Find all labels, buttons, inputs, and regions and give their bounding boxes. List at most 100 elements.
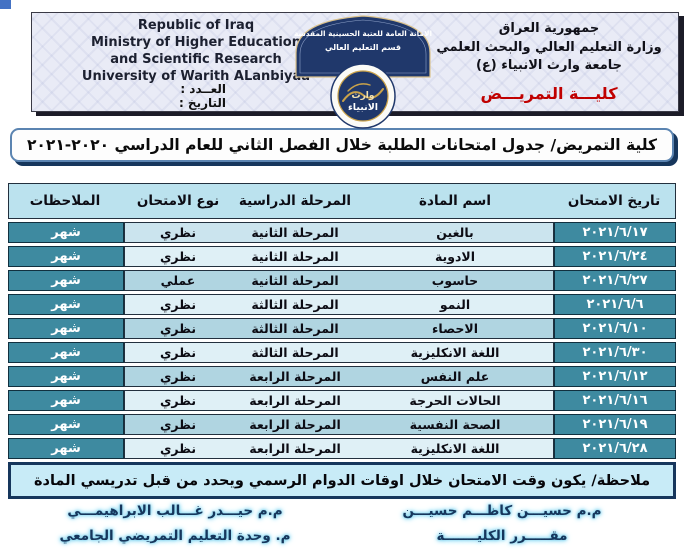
schedule-title-text: كلية التمريض/ جدول امتحانات الطلبة خلال …: [26, 136, 658, 154]
exam-date-cell: ٢٠٢١/٦/٢٤: [554, 246, 676, 267]
table-row: ٢٠٢١/٦/١٢ علم النفس المرحلة الرابعة نظري شهر: [8, 366, 676, 387]
table-row: ٢٠٢١/٦/٢٨ اللغة الانكليزية المرحلة الرابعة…: [8, 438, 676, 459]
number-date-labels: العــدد : التاريخ :: [156, 82, 226, 110]
column-header-stage: المرحلة الدراسية: [238, 193, 352, 209]
notes-cell: شهر: [8, 390, 124, 411]
subject-cell: اللغة الانكليزية: [410, 345, 500, 360]
exam-type-cell: نظري: [159, 393, 197, 408]
stage-cell: المرحلة الرابعة: [249, 369, 341, 384]
svg-text:وارث: وارث: [352, 91, 375, 101]
column-header-notes: الملاحظات: [29, 193, 101, 209]
stage-cell: المرحلة الثانية: [251, 273, 339, 288]
exam-date-cell: ٢٠٢١/٦/١٦: [554, 390, 676, 411]
signature-nursing-unit: م.م حيـــدر غـــالب الابراهيمـــي م. وحد…: [25, 503, 325, 544]
subject-cell: بالغين: [436, 225, 474, 240]
row-middle-band: اللغة الانكليزية المرحلة الرابعة نظري: [124, 438, 554, 459]
exam-date-cell: ٢٠٢١/٦/١٠: [554, 318, 676, 339]
arabic-line: جمهورية العراق: [498, 21, 600, 36]
exam-table: تاريخ الامتحان اسم المادة المرحلة الدراس…: [8, 183, 676, 459]
row-middle-band: اللغة الانكليزية المرحلة الثالثة نظري: [124, 342, 554, 363]
table-row: ٢٠٢١/٦/١٧ بالغين المرحلة الثانية نظري شهر: [8, 222, 676, 243]
english-line: Ministry of Higher Education: [90, 35, 301, 50]
ministry-block-arabic: جمهورية العراق وزارة التعليم العالي والب…: [430, 20, 668, 103]
date-label: التاريخ :: [178, 95, 226, 110]
stage-cell: المرحلة الرابعة: [249, 393, 341, 408]
notes-cell: شهر: [8, 222, 124, 243]
signature-name: م.م حسيـــن كاظـــم حسيـــن: [402, 503, 602, 519]
page-corner-mark: [0, 0, 11, 9]
row-middle-band: الحالات الحرجة المرحلة الرابعة نظري: [124, 390, 554, 411]
table-row: ٢٠٢١/٦/٢٤ الادوية المرحلة الثانية نظري شهر: [8, 246, 676, 267]
exam-type-cell: عملي: [160, 273, 196, 288]
table-row: ٢٠٢١/٦/١٩ الصحة النفسية المرحلة الرابعة نظر…: [8, 414, 676, 435]
row-middle-band: الادوية المرحلة الثانية نظري: [124, 246, 554, 267]
exam-date-cell: ٢٠٢١/٦/٢٧: [554, 270, 676, 291]
signature-role: مقـــــرر الكليـــــــة: [436, 528, 568, 544]
row-middle-band: بالغين المرحلة الثانية نظري: [124, 222, 554, 243]
schedule-title: كلية التمريض/ جدول امتحانات الطلبة خلال …: [10, 128, 674, 162]
subject-cell: الادوية: [434, 249, 476, 264]
exam-type-cell: نظري: [159, 249, 197, 264]
stage-cell: المرحلة الرابعة: [249, 441, 341, 456]
stage-cell: المرحلة الثالثة: [251, 321, 339, 336]
subject-cell: الاحصاء: [432, 321, 479, 336]
exam-type-cell: نظري: [159, 225, 197, 240]
exam-type-cell: نظري: [159, 369, 197, 384]
subject-cell: علم النفس: [420, 369, 490, 384]
column-header-exam-date: تاريخ الامتحان: [567, 193, 661, 209]
row-middle-band: علم النفس المرحلة الرابعة نظري: [124, 366, 554, 387]
subject-cell: الصحة النفسية: [409, 417, 501, 432]
row-middle-band: النمو المرحلة الثالثة نظري: [124, 294, 554, 315]
stage-cell: المرحلة الرابعة: [249, 417, 341, 432]
signature-registrar: م.م حسيـــن كاظـــم حسيـــن مقـــــرر ال…: [372, 503, 632, 544]
signature-name: م.م حيـــدر غـــالب الابراهيمـــي: [67, 503, 283, 519]
university-logo: الامانة العامة للعتبة الحسينية المقدسة ق…: [294, 15, 432, 129]
notes-cell: شهر: [8, 366, 124, 387]
subject-cell: حاسوب: [431, 273, 479, 288]
letterhead: Republic of Iraq Ministry of Higher Educ…: [31, 12, 679, 129]
exam-date-cell: ٢٠٢١/٦/٢٨: [554, 438, 676, 459]
number-label: العــدد :: [180, 82, 226, 96]
table-row: ٢٠٢١/٦/١٦ الحالات الحرجة المرحلة الرابعة نظ…: [8, 390, 676, 411]
exam-date-cell: ٢٠٢١/٦/٦: [554, 294, 676, 315]
subject-cell: اللغة الانكليزية: [410, 441, 500, 456]
notes-cell: شهر: [8, 318, 124, 339]
english-line: University of Warith ALanbiyaa: [81, 69, 311, 84]
notes-cell: شهر: [8, 438, 124, 459]
english-line: Republic of Iraq: [137, 18, 255, 33]
notes-cell: شهر: [8, 270, 124, 291]
notes-cell: شهر: [8, 342, 124, 363]
subject-cell: الحالات الحرجة: [409, 393, 501, 408]
notes-cell: شهر: [8, 294, 124, 315]
exam-type-cell: نظري: [159, 441, 197, 456]
row-middle-band: حاسوب المرحلة الثانية عملي: [124, 270, 554, 291]
exam-table-body: ٢٠٢١/٦/١٧ بالغين المرحلة الثانية نظري شهر ٢٠٢…: [8, 222, 676, 459]
column-header-exam-type: نوع الامتحان: [136, 193, 220, 209]
note-text: ملاحظة/ يكون وقت الامتحان خلال اوقات الد…: [33, 472, 651, 489]
exam-date-cell: ٢٠٢١/٦/٣٠: [554, 342, 676, 363]
svg-text:قسم التعليم العالي: قسم التعليم العالي: [325, 43, 401, 52]
exam-date-cell: ٢٠٢١/٦/١٩: [554, 414, 676, 435]
exam-type-cell: نظري: [159, 297, 197, 312]
column-header-subject: اسم المادة: [419, 193, 491, 209]
table-header-row: تاريخ الامتحان اسم المادة المرحلة الدراس…: [8, 183, 676, 219]
stage-cell: المرحلة الثانية: [251, 225, 339, 240]
table-row: ٢٠٢١/٦/٦ النمو المرحلة الثالثة نظري شهر: [8, 294, 676, 315]
table-row: ٢٠٢١/٦/٣٠ اللغة الانكليزية المرحلة الثالثة…: [8, 342, 676, 363]
stage-cell: المرحلة الثانية: [251, 249, 339, 264]
exam-type-cell: نظري: [159, 417, 197, 432]
table-row: ٢٠٢١/٦/٢٧ حاسوب المرحلة الثانية عملي شهر: [8, 270, 676, 291]
exam-type-cell: نظري: [159, 345, 197, 360]
stage-cell: المرحلة الثالثة: [251, 297, 339, 312]
signature-role: م. وحدة التعليم التمريضي الجامعي: [59, 528, 291, 544]
note-bar: ملاحظة/ يكون وقت الامتحان خلال اوقات الد…: [8, 462, 676, 499]
row-middle-band: الصحة النفسية المرحلة الرابعة نظري: [124, 414, 554, 435]
row-middle-band: الاحصاء المرحلة الثالثة نظري: [124, 318, 554, 339]
college-name: كليـــة التمريـــض: [480, 83, 618, 103]
arabic-line: وزارة التعليم العالي والبحث العلمي: [436, 39, 662, 55]
exam-date-cell: ٢٠٢١/٦/١٧: [554, 222, 676, 243]
notes-cell: شهر: [8, 246, 124, 267]
arabic-line: جامعة وارث الانبياء (ع): [475, 58, 623, 73]
exam-type-cell: نظري: [159, 321, 197, 336]
ministry-block-english: Republic of Iraq Ministry of Higher Educ…: [60, 17, 332, 85]
